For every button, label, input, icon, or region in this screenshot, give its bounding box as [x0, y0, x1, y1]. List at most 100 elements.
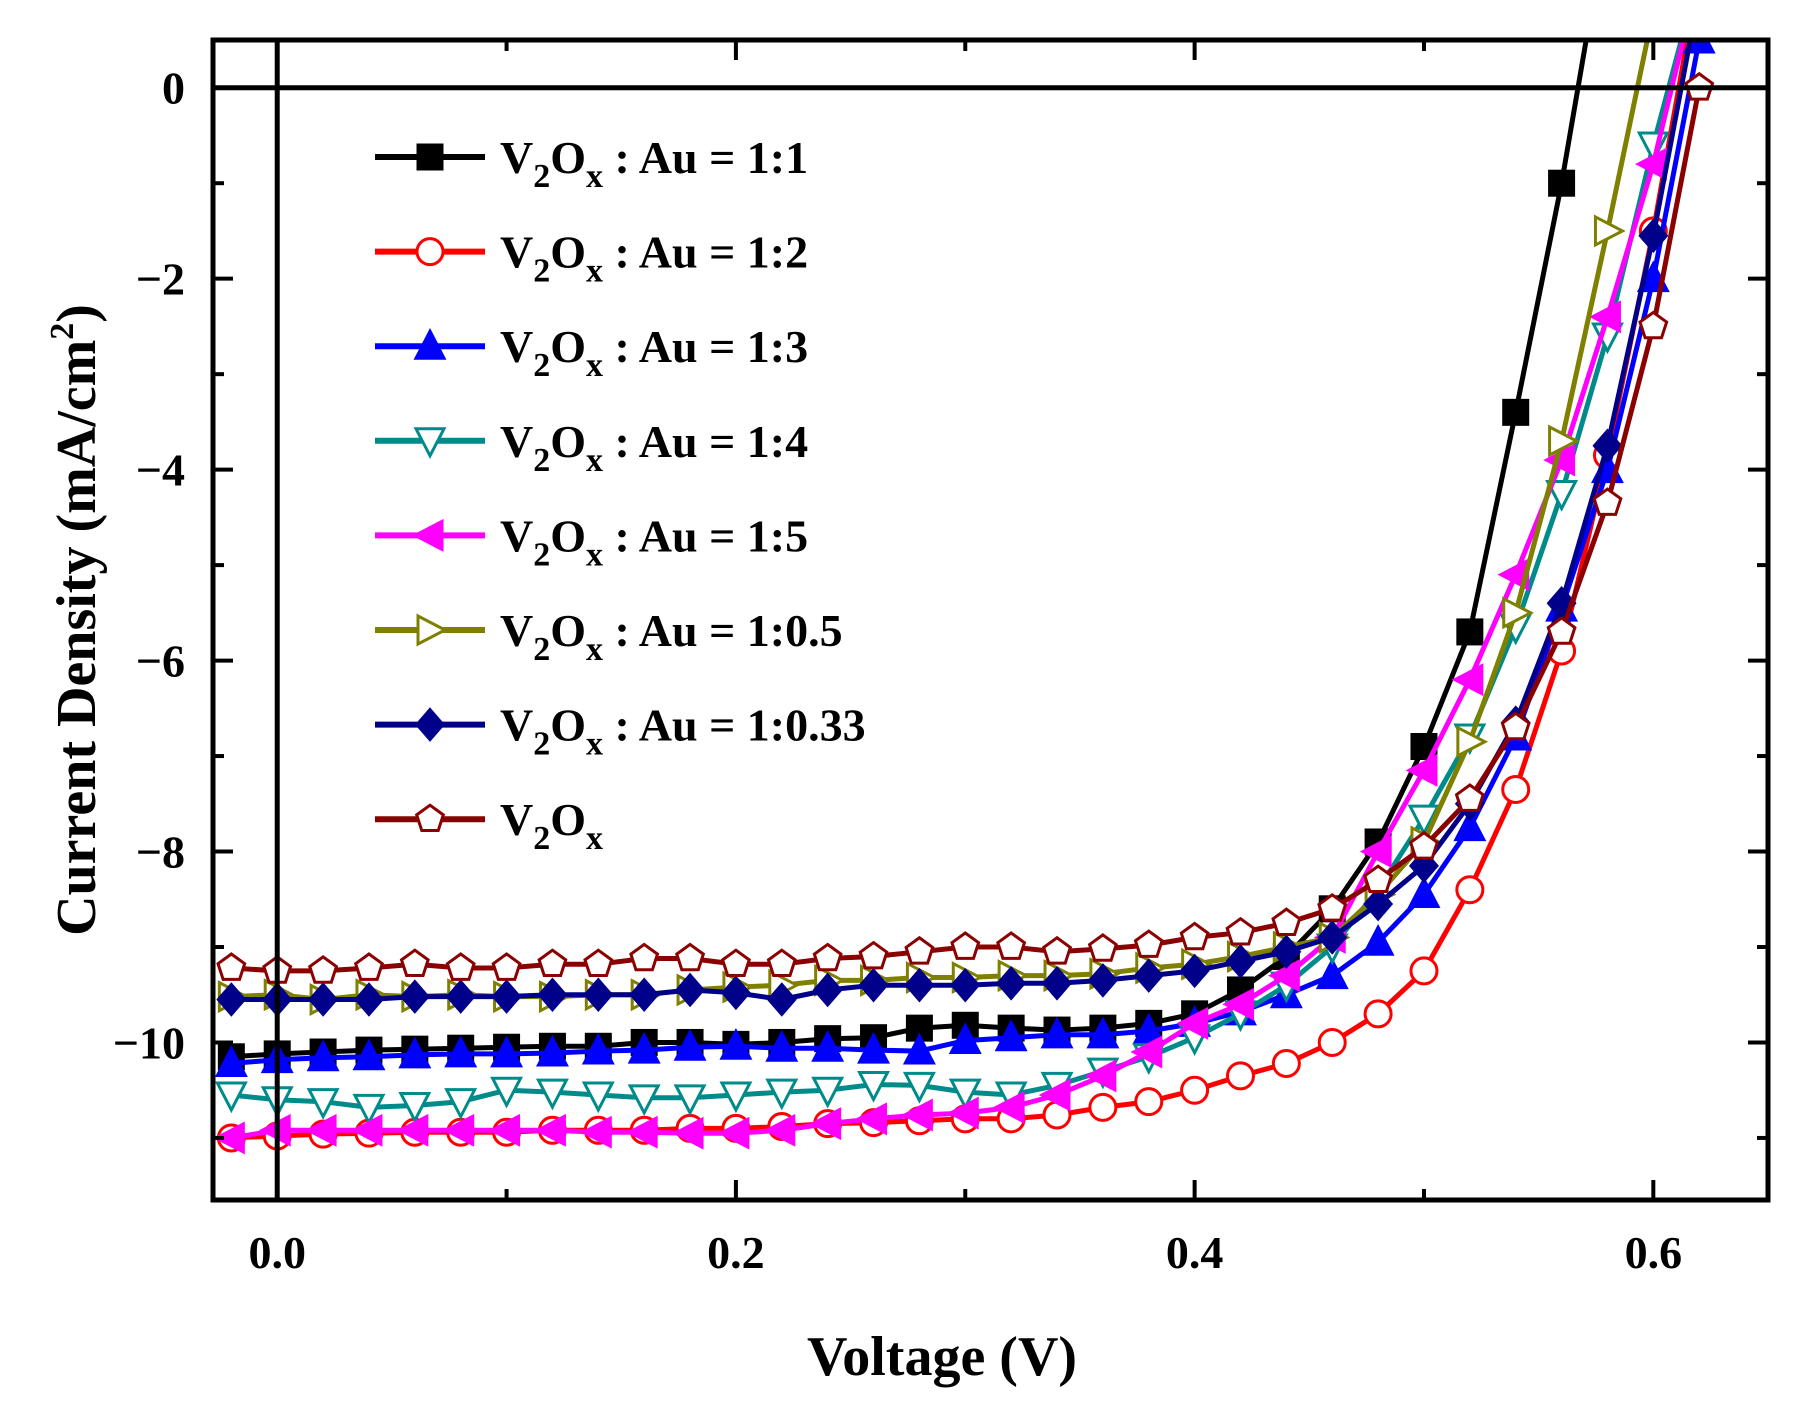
data-point-8-4: [353, 952, 385, 981]
legend-item-1: V2Ox : Au = 1:1: [375, 132, 808, 195]
data-point-4-12: [719, 1081, 753, 1114]
data-point-5-7: [488, 1113, 521, 1147]
legend-label-mid: O: [550, 605, 586, 656]
legend-label: V2Ox : Au = 1:2: [500, 227, 808, 290]
legend-label-sub1: 2: [533, 820, 550, 857]
data-point-3-16: [902, 1032, 936, 1065]
data-point-8-13: [766, 948, 797, 978]
data-point-3-25: [1315, 957, 1349, 990]
legend-label-tail: : Au = 1:1: [603, 132, 808, 183]
data-point-4-5: [398, 1091, 432, 1124]
data-point-7-17: [950, 967, 981, 1003]
data-point-4-30: [1545, 479, 1579, 512]
data-point-7-20: [1087, 963, 1118, 998]
data-point-3-13: [765, 1029, 799, 1062]
data-point-2-28: [1455, 875, 1485, 905]
data-point-5-13: [763, 1113, 796, 1147]
y-tick-label: −2: [136, 254, 185, 305]
data-point-8-32: [1638, 310, 1669, 340]
y-axis-title-sup: 2: [44, 323, 81, 340]
legend-label-tail: : Au = 1:3: [603, 321, 808, 372]
data-point-4-13: [765, 1078, 799, 1111]
data-point-5-15: [855, 1102, 888, 1136]
legend-label-base: V: [500, 794, 533, 845]
data-point-3-9: [581, 1032, 615, 1065]
data-point-4-1: [214, 1081, 248, 1114]
data-point-7-6: [445, 979, 476, 1014]
data-point-2-25: [1317, 1027, 1347, 1057]
data-point-8-14: [812, 942, 843, 972]
legend-label-base: V: [500, 321, 533, 372]
legend-label-sub1: 2: [533, 536, 550, 573]
legend-marker: [413, 427, 447, 460]
legend-label-mid: O: [550, 132, 586, 183]
data-point-5-26: [1359, 835, 1392, 868]
legend-label-sub2: x: [586, 631, 603, 668]
axes-layer: 0.0 0.2 0.4 0.6 0 −2 −4 −6 −8 −10: [113, 37, 1771, 1278]
x-tick-label: 0.6: [1625, 1227, 1683, 1278]
data-point-8-15: [858, 940, 889, 970]
data-point-7-31: [1592, 428, 1623, 464]
legend-label-sub1: 2: [533, 726, 550, 763]
legend-label: V2Ox : Au = 1:4: [500, 416, 808, 479]
data-point-2-29: [1501, 774, 1531, 804]
y-tick-label: −4: [136, 445, 185, 496]
legend-label-sub1: 2: [533, 158, 550, 195]
data-point-7-26: [1363, 886, 1394, 922]
data-point-7-22: [1179, 953, 1210, 989]
data-point-3-19: [1040, 1016, 1074, 1049]
legend-label-base: V: [500, 700, 533, 751]
data-point-3-14: [811, 1029, 845, 1062]
data-point-4-4: [352, 1093, 386, 1126]
data-point-7-10: [629, 977, 660, 1013]
data-point-3-18: [994, 1019, 1028, 1052]
data-point-1-29: [1502, 398, 1530, 426]
data-point-3-5: [398, 1036, 432, 1069]
legend-label-base: V: [500, 510, 533, 561]
data-point-8-17: [950, 931, 981, 960]
data-point-8-31: [1592, 487, 1623, 516]
y-tick-label: −10: [113, 1017, 185, 1068]
data-point-3-15: [857, 1031, 890, 1064]
legend-marker: [414, 803, 446, 833]
data-point-3-33: [1682, 40, 1716, 54]
y-axis-title: Current Density (mA/cm2): [44, 304, 108, 936]
legend-label-base: V: [500, 416, 533, 467]
data-point-8-24: [1271, 907, 1302, 936]
data-point-3-26: [1361, 923, 1395, 956]
data-point-5-18: [992, 1090, 1025, 1124]
data-point-8-26: [1363, 864, 1394, 893]
data-point-8-5: [399, 948, 430, 978]
data-point-8-21: [1133, 929, 1164, 958]
data-point-3-17: [948, 1022, 982, 1055]
legend-label-tail: : Au = 1:2: [603, 227, 808, 278]
data-point-5-21: [1130, 1035, 1163, 1069]
data-point-6-30: [1548, 424, 1580, 458]
legend-label: V2Ox : Au = 1:5: [500, 510, 808, 573]
legend-item-5: V2Ox : Au = 1:5: [375, 510, 808, 573]
y-tick-label: −8: [136, 827, 185, 878]
data-point-8-12: [720, 948, 751, 978]
data-point-7-24: [1271, 934, 1302, 970]
legend-label-tail: : Au = 1:0.5: [603, 605, 843, 656]
legend-item-8: V2Ox: [375, 794, 603, 857]
data-point-7-4: [353, 982, 384, 1017]
data-point-4-16: [902, 1071, 936, 1104]
legend-label: V2Ox: [500, 794, 603, 857]
data-point-7-23: [1225, 944, 1256, 979]
data-point-2-27: [1409, 956, 1439, 986]
data-point-7-12: [720, 975, 751, 1011]
data-point-5-10: [625, 1115, 658, 1149]
legend-label-mid: O: [550, 416, 586, 467]
data-point-5-9: [580, 1115, 612, 1149]
x-axis-title: Voltage (V): [807, 1326, 1077, 1388]
data-point-8-6: [445, 952, 476, 981]
data-point-5-4: [350, 1113, 383, 1147]
legend-label: V2Ox : Au = 1:1: [500, 132, 808, 195]
y-tick-label: 0: [162, 63, 185, 114]
legend-marker: [413, 327, 447, 360]
data-point-8-27: [1408, 830, 1440, 860]
data-point-4-3: [306, 1088, 340, 1120]
legend-item-7: V2Ox : Au = 1:0.33: [375, 700, 866, 763]
